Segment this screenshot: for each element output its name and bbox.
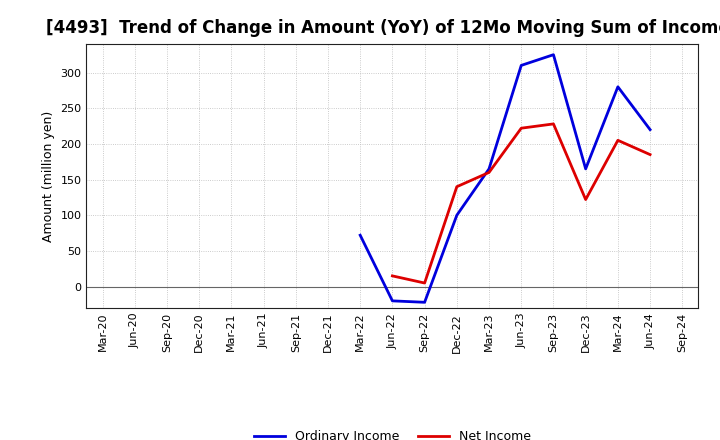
Net Income (517, 125, 526, 131)
Net Income (388, 273, 397, 279)
Net Income (581, 197, 590, 202)
Legend: Ordinary Income, Net Income: Ordinary Income, Net Income (248, 425, 536, 440)
Ordinary Income (388, 298, 397, 304)
Line: Ordinary Income: Ordinary Income (360, 55, 650, 302)
Net Income (420, 280, 429, 286)
Ordinary Income (549, 52, 558, 57)
Ordinary Income (452, 213, 461, 218)
Net Income (452, 184, 461, 189)
Ordinary Income (581, 166, 590, 172)
Net Income (549, 121, 558, 127)
Ordinary Income (646, 127, 654, 132)
Net Income (613, 138, 622, 143)
Net Income (485, 170, 493, 175)
Title: [4493]  Trend of Change in Amount (YoY) of 12Mo Moving Sum of Incomes: [4493] Trend of Change in Amount (YoY) o… (45, 19, 720, 37)
Net Income (646, 152, 654, 157)
Ordinary Income (613, 84, 622, 89)
Ordinary Income (517, 63, 526, 68)
Ordinary Income (485, 166, 493, 172)
Y-axis label: Amount (million yen): Amount (million yen) (42, 110, 55, 242)
Ordinary Income (356, 233, 364, 238)
Line: Net Income: Net Income (392, 124, 650, 283)
Ordinary Income (420, 300, 429, 305)
